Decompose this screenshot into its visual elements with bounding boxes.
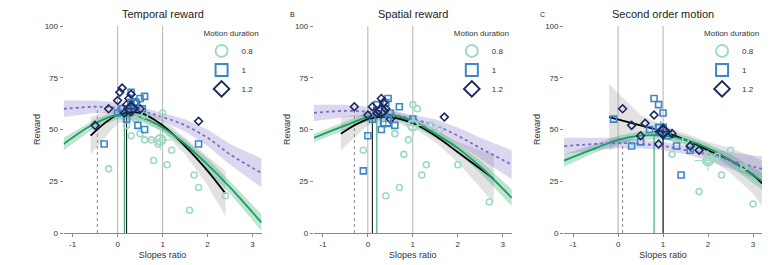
svg-text:0: 0: [54, 229, 59, 238]
svg-text:Slopes ratio: Slopes ratio: [139, 250, 187, 260]
svg-text:C: C: [540, 11, 545, 18]
svg-text:0.8: 0.8: [742, 47, 754, 56]
svg-text:2: 2: [456, 240, 461, 249]
svg-text:1: 1: [242, 66, 247, 75]
svg-text:0: 0: [304, 229, 309, 238]
svg-text:Spatial reward: Spatial reward: [378, 8, 448, 20]
svg-text:50: 50: [550, 125, 559, 134]
svg-text:1.2: 1.2: [742, 85, 754, 94]
svg-text:0.8: 0.8: [492, 47, 504, 56]
svg-text:100: 100: [295, 22, 309, 31]
svg-text:2: 2: [205, 240, 210, 249]
svg-text:3: 3: [751, 240, 756, 249]
svg-text:1: 1: [160, 240, 165, 249]
svg-text:25: 25: [49, 177, 58, 186]
svg-text:Reward: Reward: [532, 114, 542, 145]
svg-text:Motion duration: Motion duration: [704, 29, 759, 38]
svg-text:0: 0: [554, 229, 559, 238]
svg-text:1.2: 1.2: [242, 85, 254, 94]
svg-text:25: 25: [550, 177, 559, 186]
svg-text:1: 1: [661, 240, 666, 249]
svg-text:Reward: Reward: [282, 114, 292, 145]
svg-text:3: 3: [501, 240, 506, 249]
svg-text:3: 3: [250, 240, 255, 249]
svg-text:Motion duration: Motion duration: [204, 29, 259, 38]
svg-text:50: 50: [49, 125, 58, 134]
svg-text:1: 1: [411, 240, 416, 249]
svg-text:-1: -1: [319, 240, 327, 249]
svg-text:100: 100: [545, 22, 559, 31]
svg-text:2: 2: [706, 240, 711, 249]
svg-text:1: 1: [742, 66, 747, 75]
svg-text:25: 25: [299, 177, 308, 186]
svg-text:-1: -1: [69, 240, 77, 249]
svg-text:100: 100: [45, 22, 59, 31]
svg-text:0: 0: [366, 240, 371, 249]
svg-text:Slopes ratio: Slopes ratio: [639, 250, 687, 260]
svg-text:Temporal reward: Temporal reward: [122, 8, 204, 20]
svg-text:Motion duration: Motion duration: [454, 29, 509, 38]
svg-text:0.8: 0.8: [242, 47, 254, 56]
svg-text:1.2: 1.2: [492, 85, 504, 94]
svg-text:75: 75: [299, 74, 308, 83]
svg-text:Reward: Reward: [32, 114, 42, 145]
svg-text:Slopes ratio: Slopes ratio: [389, 250, 437, 260]
svg-text:1: 1: [492, 66, 497, 75]
svg-text:B: B: [290, 11, 295, 18]
svg-text:75: 75: [49, 74, 58, 83]
svg-text:-1: -1: [570, 240, 578, 249]
svg-text:50: 50: [299, 125, 308, 134]
svg-text:0: 0: [616, 240, 621, 249]
svg-text:75: 75: [550, 74, 559, 83]
svg-text:0: 0: [115, 240, 120, 249]
svg-text:Second order motion: Second order motion: [612, 8, 714, 20]
